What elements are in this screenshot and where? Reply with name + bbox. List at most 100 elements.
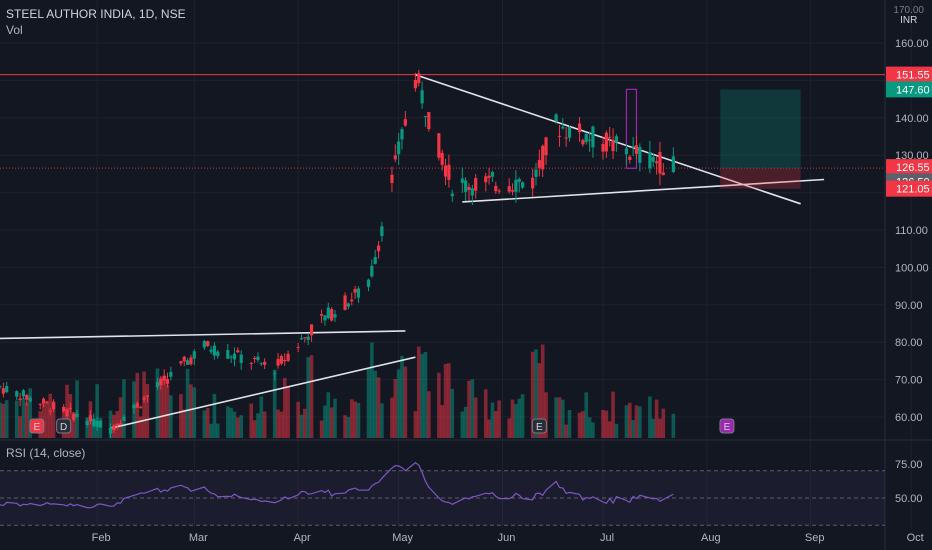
candle-body — [447, 164, 451, 180]
price-tick-label: 70.00 — [895, 375, 923, 387]
volume-bar — [165, 384, 170, 438]
candle-body — [624, 148, 629, 155]
candle-body — [92, 418, 96, 427]
rsi-line — [0, 461, 674, 509]
candle-body — [648, 151, 652, 169]
time-axis[interactable]: Feb Mar Apr May Jun Jul Aug Sep Oct — [92, 532, 924, 544]
volume-bar — [236, 417, 240, 438]
volume-bar — [416, 346, 421, 438]
volume-bar — [155, 368, 160, 438]
event-marker — [29, 418, 45, 434]
candle-body — [517, 178, 521, 182]
candle-body — [182, 356, 186, 362]
candle-body — [5, 386, 9, 393]
volume-bar — [577, 412, 582, 438]
volume-bar — [437, 372, 441, 438]
volume-bar — [232, 411, 237, 438]
volume-bar — [249, 403, 254, 438]
candle-body — [400, 129, 404, 140]
candle-body — [226, 350, 230, 359]
candle-body — [588, 139, 592, 141]
candle-body — [427, 112, 431, 130]
candle-body — [229, 356, 233, 358]
candle-body — [661, 172, 665, 176]
volume-bar — [282, 377, 287, 438]
volume-bar — [98, 417, 103, 438]
candle-body — [18, 398, 22, 401]
candle-body — [112, 425, 116, 431]
candle-body — [564, 137, 568, 139]
candle-body — [467, 186, 471, 191]
volume-bar — [346, 417, 351, 438]
candle-body — [253, 357, 257, 360]
candle-body — [330, 309, 334, 321]
time-tick-label: Jul — [600, 532, 614, 544]
volume-bar — [68, 394, 73, 438]
volume-bar — [189, 384, 193, 438]
volume-bar — [470, 379, 475, 438]
volume-bar — [490, 402, 495, 438]
candle-body — [68, 407, 72, 409]
rsi-tick-label: 75.00 — [895, 459, 923, 471]
candle-body — [142, 397, 146, 400]
volume-bar — [611, 391, 615, 438]
candle-body — [554, 114, 558, 122]
candle-body — [608, 136, 612, 138]
candle-body — [232, 353, 237, 360]
volume-bar — [276, 409, 280, 438]
candle-body — [320, 314, 324, 316]
volume-bar — [1, 403, 6, 438]
trendlines — [0, 74, 885, 429]
trendline — [462, 178, 825, 203]
candle-body — [658, 151, 662, 174]
volume-bar — [614, 423, 619, 438]
volume-bar — [420, 353, 424, 438]
candle-body — [299, 338, 304, 340]
volume-bar — [628, 402, 632, 438]
volume-bar — [393, 378, 398, 438]
long-position-tool[interactable] — [625, 88, 801, 189]
candle-body — [494, 185, 498, 192]
event-marker — [531, 418, 547, 434]
candle-body — [165, 379, 170, 384]
volume-bar — [299, 414, 304, 438]
price-tick-label: 100.00 — [895, 262, 929, 274]
candle-body — [380, 226, 384, 237]
volume-bar — [85, 417, 89, 438]
candle-body — [75, 413, 79, 417]
volume-bar — [319, 420, 324, 438]
volume-bar — [192, 387, 197, 438]
volume-bar — [624, 405, 629, 438]
volume-bar — [396, 369, 401, 438]
candle-body — [249, 362, 253, 364]
candle-body — [350, 299, 354, 302]
candle-body — [397, 141, 401, 155]
volume-bar — [483, 389, 488, 438]
candle-body — [206, 341, 210, 347]
volume-bar — [45, 402, 49, 438]
volume-bar — [185, 368, 190, 438]
candle-body — [139, 406, 143, 408]
event-marker — [56, 418, 72, 434]
volume-bar — [48, 393, 53, 438]
volume-bar — [447, 363, 451, 438]
volume-bar — [520, 394, 525, 438]
candle-body — [420, 90, 424, 104]
candle-body — [212, 345, 216, 356]
volume-bar — [202, 410, 207, 438]
candle-body — [464, 180, 468, 192]
volume-bar — [591, 422, 595, 438]
volume-bar — [517, 398, 522, 438]
price-axis[interactable]: 160.00150.00140.00130.00120.00110.00100.… — [895, 38, 929, 505]
volume-bar — [122, 379, 126, 438]
candle-body — [631, 146, 635, 148]
candle-body — [169, 371, 173, 377]
volume-bar — [423, 351, 428, 438]
position-stop-zone — [720, 168, 801, 189]
volume-bar — [634, 405, 639, 438]
candle-body — [189, 357, 193, 365]
candle-body — [303, 337, 307, 339]
candle-body — [186, 360, 190, 365]
